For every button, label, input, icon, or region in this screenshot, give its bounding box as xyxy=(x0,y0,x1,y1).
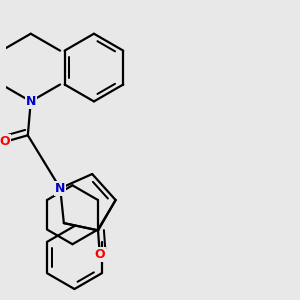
Text: N: N xyxy=(26,95,36,108)
Text: N: N xyxy=(55,182,65,195)
Text: O: O xyxy=(0,135,10,148)
Text: O: O xyxy=(94,248,105,261)
